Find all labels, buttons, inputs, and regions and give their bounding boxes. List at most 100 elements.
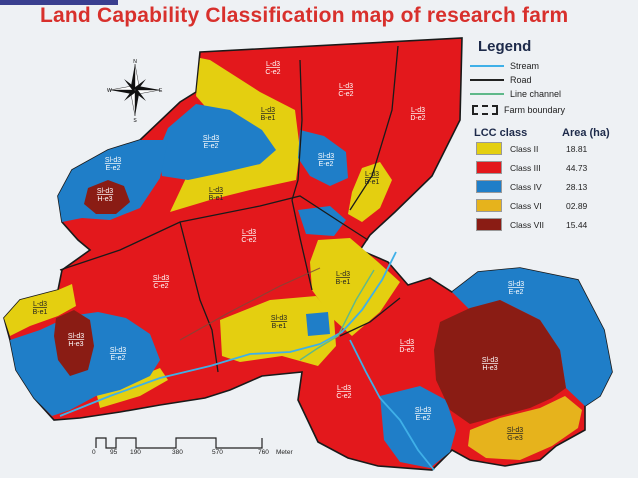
- class-vii-patch-se: [434, 300, 566, 424]
- class-name: Class III: [510, 162, 541, 173]
- class-swatch: [476, 199, 502, 212]
- compass-rose: N S W E: [107, 59, 163, 122]
- class-iv-patch-se: [380, 386, 456, 468]
- scale-tick-570: 570: [212, 449, 223, 456]
- class-swatch: [476, 180, 502, 193]
- road-symbol: [470, 79, 504, 81]
- legend-row-boundary: Farm boundary: [470, 101, 630, 119]
- parcel-code-label: L-d3: [365, 171, 379, 178]
- parcel-code-label: Sl-d3: [97, 188, 113, 195]
- parcel-code-label: Sl-d3: [318, 153, 334, 160]
- parcel-code-label: L-d3: [337, 385, 351, 392]
- compass-n: N: [133, 59, 137, 65]
- legend-row-stream: Stream: [470, 59, 630, 73]
- parcel-code-label: Sl-d3: [68, 333, 84, 340]
- parcel-subclass-label: C-e2: [336, 393, 351, 400]
- parcel-code-label: L-d3: [336, 271, 350, 278]
- parcel-subclass-label: C-e2: [153, 283, 168, 290]
- parcel-subclass-label: C-e2: [338, 91, 353, 98]
- compass-e: E: [159, 88, 163, 94]
- parcel-subclass-label: B-e1: [365, 179, 380, 186]
- class-ii-patch-central: [310, 238, 400, 336]
- parcel-code-label: L-d3: [400, 339, 414, 346]
- parcel-subclass-label: B-e1: [261, 115, 276, 122]
- line-channel-symbol: [470, 93, 504, 95]
- roads: [59, 45, 401, 373]
- parcel-subclass-label: B-e1: [336, 279, 351, 286]
- lcc-row: Class VII 15.44: [470, 215, 630, 234]
- parcel-subclass-label: C-e2: [241, 237, 256, 244]
- class-vi-patch: [468, 396, 582, 460]
- parcel-code-label: L-d3: [242, 229, 256, 236]
- parcel-subclass-label: D-e2: [399, 347, 414, 354]
- scale-tick-0: 0: [92, 449, 96, 456]
- parcel-subclass-label: G-e3: [507, 435, 523, 442]
- parcel-code-label: Sl-d3: [507, 427, 523, 434]
- parcel-code-label: Sl-d3: [482, 357, 498, 364]
- parcel-code-label: L-d3: [209, 187, 223, 194]
- lcc-table-header: LCC class Area (ha): [470, 127, 630, 139]
- class-swatch: [476, 142, 502, 155]
- parcel-subclass-label: B-e1: [33, 309, 48, 316]
- scale-tick-190: 190: [130, 449, 141, 456]
- lcc-row: Class III 44.73: [470, 158, 630, 177]
- parcel-code-label: Sl-d3: [203, 135, 219, 142]
- class-name: Class VII: [510, 219, 545, 230]
- lcc-row: Class IV 28.13: [470, 177, 630, 196]
- parcel-code-label: Sl-d3: [415, 407, 431, 414]
- legend-label-line-channel: Line channel: [510, 89, 562, 99]
- parcel-code-label: Sl-d3: [271, 315, 287, 322]
- parcel-code-label: L-d3: [266, 61, 280, 68]
- class-iv-patch-mid: [298, 206, 346, 236]
- parcel-subclass-label: E-e2: [319, 161, 334, 168]
- compass-w: W: [107, 88, 112, 94]
- class-vii-patch-w: [54, 310, 94, 376]
- class-area: 18.81: [566, 143, 588, 154]
- parcel-subclass-label: H-e3: [97, 196, 112, 203]
- scale-tick-760: 760: [258, 449, 269, 456]
- class-name: Class IV: [510, 181, 542, 192]
- parcel-code-label: Sl-d3: [105, 157, 121, 164]
- top-accent-strip: [0, 0, 118, 5]
- parcel-subclass-label: H-e3: [482, 365, 497, 372]
- compass-s: S: [133, 118, 137, 122]
- class-ii-patch-west: [4, 284, 76, 336]
- legend-row-line-channel: Line channel: [470, 87, 630, 101]
- class-area: 02.89: [566, 200, 588, 211]
- parcel-subclass-label: H-e3: [68, 341, 83, 348]
- line-channel: [299, 269, 375, 361]
- class-ii-patch-east: [348, 162, 392, 222]
- scale-tick-95: 95: [110, 449, 118, 456]
- class-ii-patch-south: [220, 296, 336, 366]
- class-swatch: [476, 218, 502, 231]
- parcel-subclass-label: C-e2: [265, 69, 280, 76]
- class-swatch: [476, 161, 502, 174]
- lcc-class-list: Class II 18.81 Class III 44.73 Class IV …: [470, 139, 630, 234]
- parcel-subclass-label: E-e2: [106, 165, 121, 172]
- lcc-class-header: LCC class: [474, 127, 528, 139]
- scale-tick-380: 380: [172, 449, 183, 456]
- parcel-code-label: L-d3: [33, 301, 47, 308]
- class-iv-patch-square: [306, 312, 330, 336]
- parcel-code-label: L-d3: [411, 107, 425, 114]
- parcel-code-label: Sl-d3: [110, 347, 126, 354]
- parcel-subclass-label: B-e1: [272, 323, 287, 330]
- legend-row-road: Road: [470, 73, 630, 87]
- parcel-code-label: L-d3: [261, 107, 275, 114]
- parcel-subclass-label: E-e2: [111, 355, 126, 362]
- class-vii-patch-nw: [84, 180, 130, 214]
- class-name: Class II: [510, 143, 539, 154]
- lcc-row: Class VI 02.89: [470, 196, 630, 215]
- scale-unit: Meter: [276, 449, 293, 456]
- lcc-row: Class II 18.81: [470, 139, 630, 158]
- parcel-subclass-label: E-e2: [204, 143, 219, 150]
- legend-title: Legend: [478, 38, 532, 55]
- farm-boundary-symbol: [472, 105, 498, 115]
- class-iv-patch-ne: [298, 130, 348, 186]
- farm-tracks: [179, 267, 321, 341]
- parcel-labels: L-d3C-e2L-d3C-e2L-d3D-e2L-d3B-e1Sl-d3E-e…: [33, 61, 525, 442]
- map-title: Land Capability Classification map of re…: [40, 4, 569, 27]
- class-area: 44.73: [566, 162, 588, 173]
- parcel-subclass-label: E-e2: [509, 289, 524, 296]
